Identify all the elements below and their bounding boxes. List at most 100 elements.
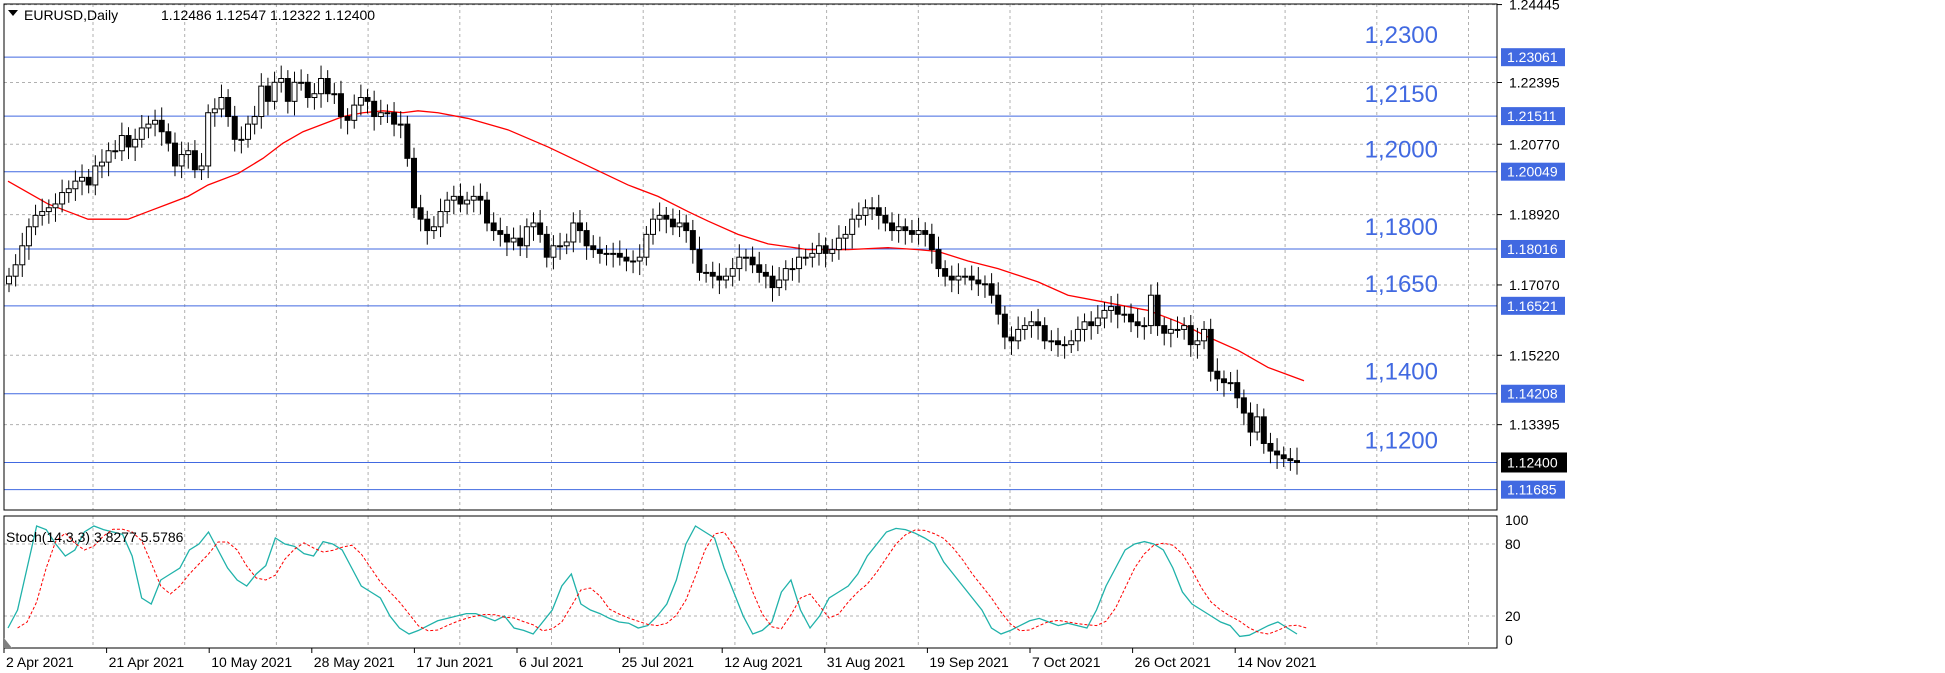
- candle-body: [112, 150, 119, 153]
- candle-body: [1134, 321, 1141, 327]
- candle-body: [39, 211, 46, 216]
- candle-body: [756, 264, 763, 273]
- candle-body: [1174, 328, 1181, 331]
- level-chart-label: 1,1800: [1365, 214, 1438, 241]
- candle-body: [762, 271, 769, 277]
- axes: [3, 3, 1502, 653]
- level-price-tag-label: 1.16521: [1507, 298, 1558, 314]
- candle-body: [1240, 397, 1247, 414]
- candle-body: [85, 176, 92, 186]
- candle-body: [1048, 340, 1055, 343]
- candle-body: [1287, 458, 1294, 462]
- candle-body: [1254, 416, 1261, 433]
- stoch-label: Stoch(14,3,3) 3.8277 5.5786: [6, 529, 184, 545]
- level-price-tag-label: 1.18016: [1507, 241, 1558, 257]
- stoch-tick-label: 100: [1505, 512, 1529, 528]
- candle-body: [942, 268, 949, 277]
- candle-body: [1001, 313, 1008, 338]
- candle-body: [895, 226, 902, 232]
- date-tick-label: 25 Jul 2021: [622, 654, 695, 670]
- candle-body: [178, 154, 185, 167]
- candle-body: [98, 161, 105, 167]
- stochastic-lines: [7, 525, 1307, 638]
- candle-body: [1280, 454, 1287, 460]
- candle-body: [669, 218, 676, 228]
- price-tick-label: 1.17070: [1509, 277, 1560, 293]
- level-price-tag-label: 1.14208: [1507, 386, 1558, 402]
- candle-body: [1088, 321, 1095, 327]
- candle-body: [596, 249, 603, 254]
- candle-body: [557, 245, 564, 248]
- level-price-tag-label: 1.20049: [1507, 164, 1558, 180]
- candle-body: [729, 268, 736, 277]
- candle-body: [344, 116, 351, 121]
- candle-body: [523, 226, 530, 247]
- candle-body: [490, 222, 497, 232]
- candle-body: [251, 116, 258, 125]
- candle-body: [118, 135, 125, 152]
- candle-body: [835, 237, 842, 251]
- date-tick-label: 2 Apr 2021: [6, 654, 74, 670]
- candle-body: [450, 195, 457, 201]
- candle-body: [703, 271, 710, 274]
- price-tick-label: 1.20770: [1509, 136, 1560, 152]
- stoch-tick-label: 20: [1505, 608, 1521, 624]
- candle-body: [948, 275, 955, 281]
- candle-body: [623, 256, 630, 262]
- candle-body: [457, 195, 464, 205]
- date-tick-label: 12 Aug 2021: [724, 654, 803, 670]
- candle-body: [537, 222, 544, 235]
- candle-body: [842, 233, 849, 239]
- candle-body: [231, 116, 238, 140]
- candle-body: [92, 165, 99, 186]
- candle-body: [318, 78, 325, 95]
- candle-body: [132, 138, 139, 148]
- candle-body: [1068, 340, 1075, 346]
- candle-body: [789, 268, 796, 271]
- candle-body: [530, 222, 537, 228]
- candle-body: [510, 237, 517, 243]
- candle-body: [889, 222, 896, 232]
- candle-body: [503, 233, 510, 243]
- candle-body: [656, 214, 663, 220]
- candle-body: [25, 226, 32, 247]
- candle-body: [643, 233, 650, 258]
- candle-body: [769, 275, 776, 289]
- candle-body: [72, 180, 79, 190]
- candle-body: [171, 142, 178, 167]
- level-price-tag: [1501, 384, 1565, 403]
- candle-body: [802, 256, 809, 259]
- candle-body: [1167, 328, 1174, 334]
- candle-body: [417, 207, 424, 220]
- level-chart-label: 1,2000: [1365, 137, 1438, 164]
- level-price-tag-label: 1.21511: [1507, 108, 1557, 124]
- candle-body: [65, 188, 72, 194]
- date-tick-label: 26 Oct 2021: [1135, 654, 1211, 670]
- candle-body: [138, 127, 145, 140]
- price-tick-label: 1.22395: [1509, 75, 1560, 91]
- level-price-tag-label: 1.11685: [1507, 482, 1557, 498]
- candle-body: [424, 218, 431, 232]
- candle-body: [696, 249, 703, 273]
- candle-body: [324, 78, 331, 95]
- candle-body: [6, 275, 12, 285]
- level-price-tag: [1501, 48, 1565, 67]
- stoch-grid: [4, 516, 1497, 648]
- candle-body: [271, 81, 278, 102]
- candle-body: [45, 207, 52, 213]
- candle-body: [404, 123, 411, 159]
- candle-body: [364, 97, 371, 102]
- date-tick-label: 19 Sep 2021: [929, 654, 1009, 670]
- level-price-tag: [1501, 296, 1565, 315]
- labels: 1.24445 1.22395 1.20770 1.18920 1.17070 1.152…: [4, 0, 1567, 670]
- level-chart-label: 1,1400: [1365, 359, 1438, 386]
- date-tick-label: 7 Oct 2021: [1032, 654, 1101, 670]
- candle-body: [430, 226, 437, 232]
- candle-body: [815, 245, 822, 254]
- candle-body: [1021, 325, 1028, 330]
- level-price-tag: [1501, 107, 1565, 126]
- candle-body: [676, 222, 683, 228]
- date-tick-label: 28 May 2021: [314, 654, 395, 670]
- candle-body: [829, 249, 836, 254]
- candle-body: [962, 275, 969, 278]
